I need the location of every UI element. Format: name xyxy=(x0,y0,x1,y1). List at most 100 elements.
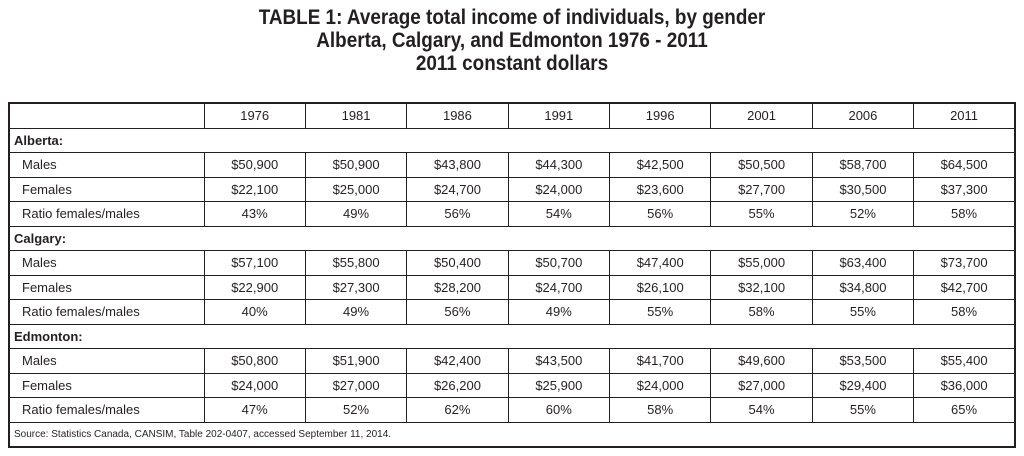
value-cell: $50,400 xyxy=(406,250,509,276)
section-heading: Calgary: xyxy=(8,225,1016,251)
value-cell: $44,300 xyxy=(507,152,611,178)
value-cell: $50,800 xyxy=(203,348,306,374)
value-cell: $22,100 xyxy=(203,176,306,202)
header-row: 1976 1981 1986 1991 1996 2001 2006 2011 xyxy=(8,102,1016,129)
value-cell: 56% xyxy=(406,201,509,227)
year-header: 1976 xyxy=(203,102,306,129)
value-cell: 54% xyxy=(507,201,611,227)
value-cell: $42,500 xyxy=(608,152,712,178)
value-cell: $27,300 xyxy=(304,274,408,300)
row-label: Males xyxy=(8,348,205,374)
table-row: Ratio females/males 47% 52% 62% 60% 58% 54% 55%… xyxy=(8,397,1016,423)
year-header: 1981 xyxy=(304,102,408,129)
value-cell: $24,700 xyxy=(406,176,509,202)
value-cell: $36,000 xyxy=(913,372,1016,398)
row-label: Females xyxy=(8,274,205,300)
value-cell: $50,900 xyxy=(304,152,408,178)
row-label: Females xyxy=(8,372,205,398)
value-cell: $55,400 xyxy=(913,348,1016,374)
value-cell: 43% xyxy=(203,201,306,227)
value-cell: $30,500 xyxy=(811,176,915,202)
value-cell: $23,600 xyxy=(608,176,712,202)
table-row: Ratio females/males 40% 49% 56% 49% 55% 58% 55%… xyxy=(8,299,1016,325)
value-cell: $57,100 xyxy=(203,250,306,276)
source-row: Source: Statistics Canada, CANSIM, Table… xyxy=(8,421,1016,448)
value-cell: 56% xyxy=(406,299,509,325)
value-cell: 58% xyxy=(913,201,1016,227)
title-line-2: Alberta, Calgary, and Edmonton 1976 - 20… xyxy=(316,29,708,52)
value-cell: 52% xyxy=(811,201,915,227)
table-row: Females $22,100 $25,000 $24,700 $24,000 $23,6… xyxy=(8,176,1016,202)
value-cell: $43,800 xyxy=(406,152,509,178)
value-cell: $29,400 xyxy=(811,372,915,398)
value-cell: $27,700 xyxy=(710,176,813,202)
table-row: Males $50,800 $51,900 $42,400 $43,500 $41,700… xyxy=(8,348,1016,374)
value-cell: $34,800 xyxy=(811,274,915,300)
section-heading: Edmonton: xyxy=(8,323,1016,349)
table-title: TABLE 1: Average total income of individ… xyxy=(51,6,973,75)
value-cell: $63,400 xyxy=(811,250,915,276)
value-cell: $24,000 xyxy=(608,372,712,398)
value-cell: $43,500 xyxy=(507,348,611,374)
year-header: 2006 xyxy=(811,102,915,129)
value-cell: 40% xyxy=(203,299,306,325)
value-cell: 65% xyxy=(913,397,1016,423)
header-empty-cell xyxy=(8,102,205,129)
value-cell: 49% xyxy=(507,299,611,325)
value-cell: 62% xyxy=(406,397,509,423)
value-cell: 54% xyxy=(710,397,813,423)
title-line-1: TABLE 1: Average total income of individ… xyxy=(258,6,766,29)
value-cell: 47% xyxy=(203,397,306,423)
value-cell: $42,700 xyxy=(913,274,1016,300)
value-cell: $24,700 xyxy=(507,274,611,300)
value-cell: $50,900 xyxy=(203,152,306,178)
table-row: Males $50,900 $50,900 $43,800 $44,300 $42,500… xyxy=(8,152,1016,178)
value-cell: $42,400 xyxy=(406,348,509,374)
value-cell: $49,600 xyxy=(710,348,813,374)
year-header: 1996 xyxy=(608,102,712,129)
value-cell: $55,800 xyxy=(304,250,408,276)
value-cell: $32,100 xyxy=(710,274,813,300)
year-header: 2011 xyxy=(913,102,1016,129)
section-row: Alberta: xyxy=(8,127,1016,153)
value-cell: $25,900 xyxy=(507,372,611,398)
value-cell: $53,500 xyxy=(811,348,915,374)
value-cell: $25,000 xyxy=(304,176,408,202)
value-cell: $58,700 xyxy=(811,152,915,178)
value-cell: 52% xyxy=(304,397,408,423)
value-cell: 55% xyxy=(608,299,712,325)
value-cell: $51,900 xyxy=(304,348,408,374)
title-line-3: 2011 constant dollars xyxy=(415,52,609,75)
row-label: Ratio females/males xyxy=(8,201,205,227)
row-label: Ratio females/males xyxy=(8,299,205,325)
value-cell: $50,500 xyxy=(710,152,813,178)
value-cell: 58% xyxy=(913,299,1016,325)
table-row: Females $24,000 $27,000 $26,200 $25,900 $24,0… xyxy=(8,372,1016,398)
year-header: 1991 xyxy=(507,102,611,129)
section-heading: Alberta: xyxy=(8,127,1016,153)
value-cell: 55% xyxy=(710,201,813,227)
value-cell: $22,900 xyxy=(203,274,306,300)
value-cell: 49% xyxy=(304,201,408,227)
value-cell: $37,300 xyxy=(913,176,1016,202)
source-note: Source: Statistics Canada, CANSIM, Table… xyxy=(8,421,1016,448)
value-cell: $26,200 xyxy=(406,372,509,398)
year-header: 2001 xyxy=(710,102,813,129)
value-cell: $24,000 xyxy=(203,372,306,398)
row-label: Females xyxy=(8,176,205,202)
value-cell: $24,000 xyxy=(507,176,611,202)
value-cell: $26,100 xyxy=(608,274,712,300)
table-row: Ratio females/males 43% 49% 56% 54% 56% 55% 52%… xyxy=(8,201,1016,227)
value-cell: $73,700 xyxy=(913,250,1016,276)
value-cell: $28,200 xyxy=(406,274,509,300)
value-cell: $41,700 xyxy=(608,348,712,374)
value-cell: $50,700 xyxy=(507,250,611,276)
value-cell: 58% xyxy=(710,299,813,325)
value-cell: 55% xyxy=(811,397,915,423)
row-label: Males xyxy=(8,250,205,276)
row-label: Ratio females/males xyxy=(8,397,205,423)
value-cell: 60% xyxy=(507,397,611,423)
value-cell: 55% xyxy=(811,299,915,325)
section-row: Edmonton: xyxy=(8,323,1016,349)
value-cell: 58% xyxy=(608,397,712,423)
